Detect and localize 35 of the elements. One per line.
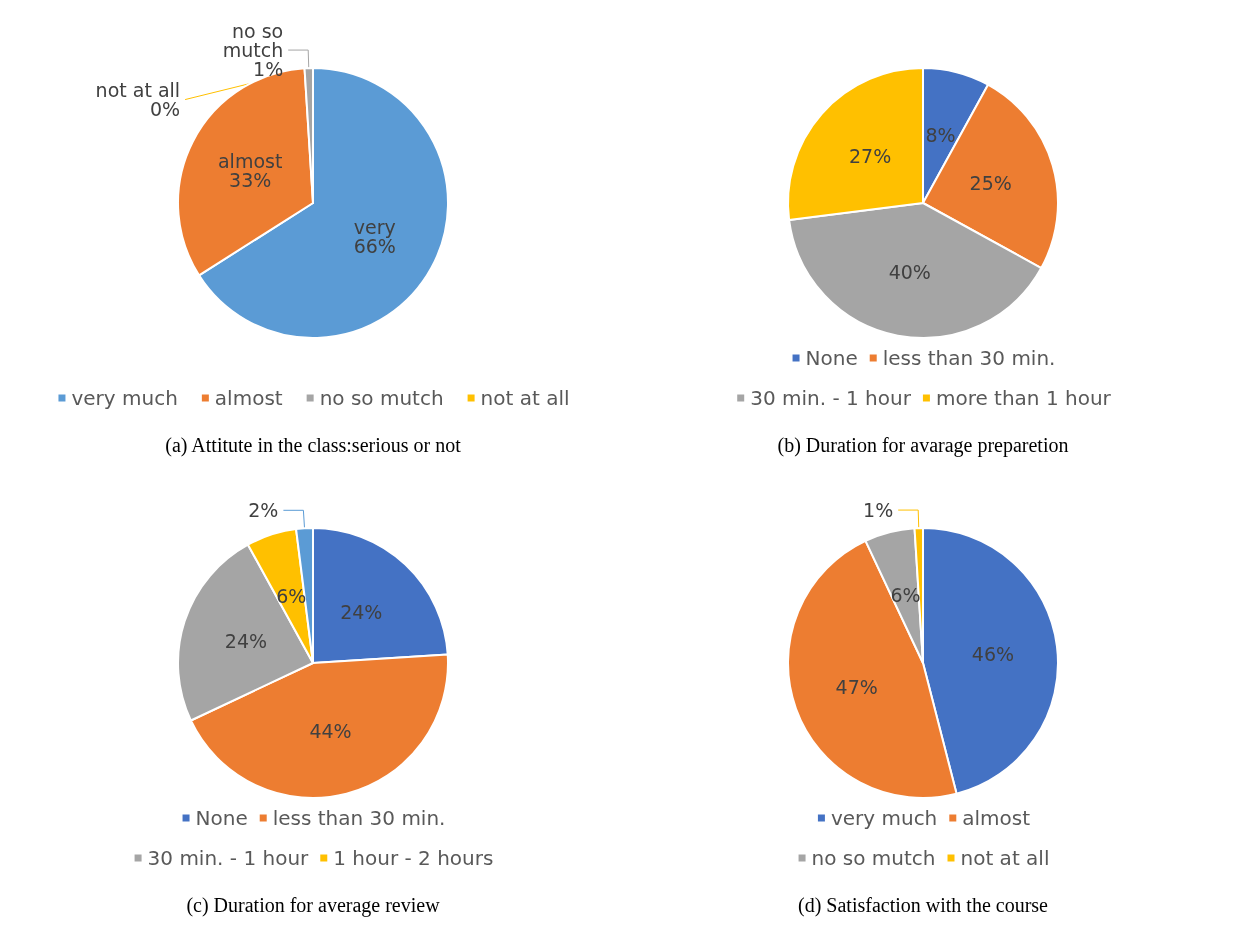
text: (a) Attitute in the class:serious or not <box>165 434 462 457</box>
legend-label: more than 1 hour <box>935 386 1112 410</box>
legend-label: 1 hour - 2 hours <box>333 846 494 870</box>
legend-label: almost <box>962 806 1031 830</box>
data-label: 2% <box>248 499 279 522</box>
legend-label: almost <box>214 386 283 410</box>
legend-label: not at all <box>960 846 1050 870</box>
text: (b) Duration for avarage preparetion <box>777 434 1069 457</box>
legend-label: not at all <box>480 386 570 410</box>
legend-label: 30 min. - 1 hour <box>750 386 912 410</box>
data-label: very 66% <box>353 216 396 258</box>
legend-label: None <box>195 806 248 830</box>
data-label: 46% <box>971 643 1015 666</box>
text: not at all 0% <box>95 79 181 121</box>
data-label: 8% <box>925 123 956 146</box>
data-label: 25% <box>969 172 1012 195</box>
legend-label: very much <box>71 386 178 410</box>
data-label: 1% <box>863 499 894 522</box>
data-label: no so mutch 1% <box>222 20 284 81</box>
text: (c) Duration for average review <box>186 894 441 917</box>
legend-label: no so mutch <box>811 846 936 870</box>
data-label: 24% <box>340 600 383 623</box>
data-label: almost 33% <box>217 150 283 192</box>
legend-label: no so mutch <box>319 386 444 410</box>
legend-label: less than 30 min. <box>882 346 1056 370</box>
data-label: 40% <box>888 261 931 284</box>
text: (d) Satisfaction with the course <box>798 894 1049 917</box>
data-label: 27% <box>849 145 892 168</box>
legend-label: less than 30 min. <box>272 806 446 830</box>
data-label: 44% <box>309 720 352 743</box>
legend-label: 30 min. - 1 hour <box>147 846 310 870</box>
legend-label: None <box>805 346 858 370</box>
data-label: 47% <box>835 675 878 698</box>
legend-label: very much <box>830 806 938 830</box>
data-label: 24% <box>224 630 268 653</box>
